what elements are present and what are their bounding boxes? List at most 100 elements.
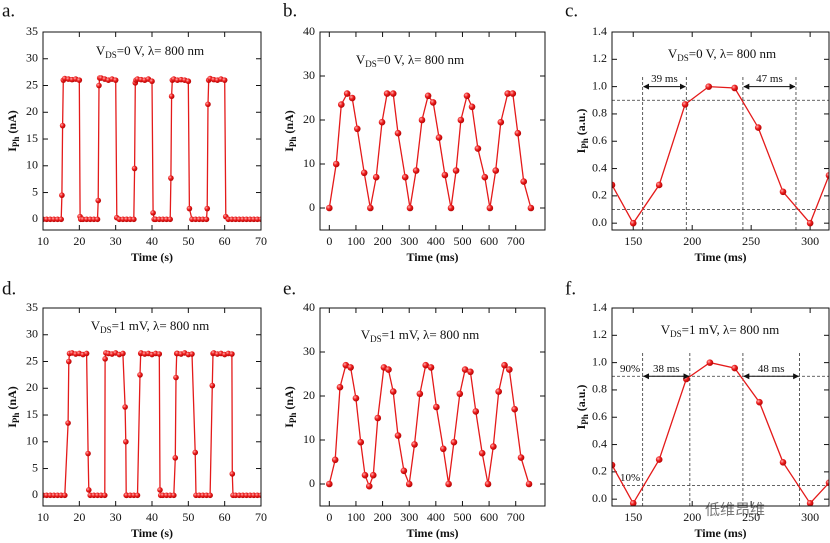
x-tick-label: 70	[255, 234, 267, 248]
data-point	[348, 94, 356, 102]
plot-frame	[611, 307, 830, 507]
y-tick-label: 20	[303, 112, 315, 126]
y-tick-label: 0	[32, 487, 38, 501]
x-tick-label: 250	[742, 234, 760, 248]
data-point	[258, 216, 261, 223]
y-tick-label: 1.2	[592, 51, 607, 65]
annotation: VDS=1 mV, λ= 800 nm	[661, 322, 780, 339]
data-point	[517, 454, 525, 461]
x-tick-label: 300	[400, 510, 418, 524]
data-point	[472, 408, 480, 415]
plot	[43, 75, 261, 223]
data-line	[612, 361, 829, 505]
data-point	[343, 90, 351, 97]
data-point	[806, 219, 814, 227]
panel-label: f.	[565, 278, 576, 299]
data-point	[95, 197, 102, 204]
data-point	[85, 450, 91, 457]
y-axis-label: IPh (nA)	[5, 386, 21, 428]
y-axis-label-part: Ph	[11, 413, 21, 424]
data-point	[400, 467, 408, 475]
data-point	[463, 92, 471, 100]
x-axis-label: Time (s)	[131, 526, 173, 540]
y-tick-label: 0.4	[592, 436, 607, 450]
data-point	[501, 361, 508, 369]
data-point	[825, 479, 829, 487]
x-tick-label: 30	[110, 234, 122, 248]
data-point	[441, 171, 449, 179]
x-tick-label: 700	[507, 234, 525, 248]
data-point	[478, 449, 486, 457]
data-point	[62, 492, 68, 499]
data-point	[504, 90, 512, 97]
data-point	[59, 122, 66, 129]
data-point	[374, 414, 382, 422]
plot-frame	[319, 31, 546, 231]
data-point	[481, 173, 489, 181]
x-tick-label: 600	[480, 234, 498, 248]
annotation-part: V	[361, 327, 371, 342]
x-tick-label: 300	[400, 234, 418, 248]
y-tick-label: 20	[26, 104, 38, 118]
data-point	[418, 116, 426, 124]
annotation: VDS=0 V, λ= 800 nm	[356, 52, 464, 69]
data-point	[681, 101, 689, 108]
data-point	[131, 165, 138, 172]
hline-label: 10%	[620, 472, 640, 484]
data-point	[525, 480, 533, 488]
y-tick-label: 0.8	[592, 382, 607, 396]
span-label: 38 ms	[653, 363, 680, 375]
data-point	[229, 351, 235, 357]
data-point	[59, 192, 65, 199]
panel: e. 0 100 200 300 400 500 600 700 0 10 20 30 40 Time (m…	[282, 278, 546, 540]
plot-frame	[611, 31, 830, 231]
data-point	[326, 480, 333, 488]
watermark: 低维昂维	[705, 501, 765, 519]
data-point	[209, 382, 216, 389]
span-label: 48 ms	[758, 363, 785, 375]
data-line	[328, 92, 532, 209]
x-tick-label: 200	[374, 510, 392, 524]
annotation-part: =1 mV, λ= 800 nm	[382, 327, 480, 342]
annotation-part: V	[661, 322, 671, 337]
y-tick-label: 25	[26, 353, 38, 367]
y-tick-label: 30	[26, 51, 38, 65]
data-point	[527, 204, 535, 212]
y-axis-label-part: I	[5, 423, 19, 428]
data-point	[171, 492, 177, 499]
y-tick-label: 10	[303, 156, 315, 170]
x-tick-label: 300	[801, 234, 819, 248]
data-point	[123, 438, 129, 445]
data-point	[102, 356, 108, 362]
x-axis-label: Time (ms)	[694, 526, 746, 540]
y-tick-label: 15	[26, 131, 38, 145]
data-point	[394, 432, 402, 439]
y-axis-label-part: Ph	[580, 414, 590, 425]
data-point	[422, 361, 430, 369]
y-axis-label: IPh (nA)	[282, 110, 298, 152]
x-axis-label: Time (ms)	[406, 526, 458, 540]
data-point	[385, 366, 392, 373]
panel: a. 10 20 30 40 50 60 70 0 5 10 15 20 25 30 35 Time (s) IP…	[2, 0, 267, 263]
data-point	[76, 77, 83, 83]
annotation-part: DS	[677, 53, 689, 63]
data-point	[365, 482, 373, 490]
y-axis-label-part: (a.u.)	[574, 385, 588, 415]
y-tick-label: 0.6	[592, 133, 607, 147]
y-tick-label: 0.0	[592, 491, 607, 505]
x-tick-label: 20	[73, 510, 85, 524]
y-tick-label: 30	[26, 327, 38, 341]
data-point	[131, 216, 137, 223]
data-point	[629, 499, 637, 506]
data-point	[511, 405, 518, 413]
x-tick-label: 60	[219, 510, 231, 524]
panel-label: b.	[283, 0, 297, 21]
data-point	[331, 456, 339, 464]
x-tick-label: 70	[255, 510, 267, 524]
data-point	[372, 173, 380, 181]
x-axis-label: Time (ms)	[406, 250, 458, 264]
x-tick-label: 500	[453, 510, 471, 524]
data-line	[612, 85, 829, 225]
y-axis-label: IPh (a.u.)	[574, 109, 590, 154]
